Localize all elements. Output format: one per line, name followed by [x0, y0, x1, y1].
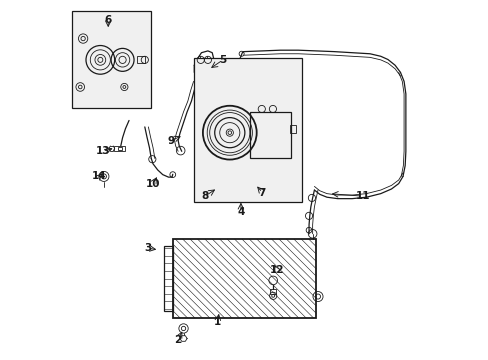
Bar — [250, 112, 291, 158]
Text: 4: 4 — [237, 207, 244, 217]
Text: 1: 1 — [214, 317, 221, 327]
Bar — [270, 289, 276, 294]
Bar — [194, 58, 301, 202]
Text: 12: 12 — [269, 265, 284, 275]
Bar — [163, 246, 172, 311]
Text: 3: 3 — [144, 243, 151, 253]
Text: 9: 9 — [167, 136, 174, 145]
Text: 14: 14 — [92, 171, 106, 181]
Bar — [172, 239, 316, 318]
Text: 6: 6 — [104, 15, 112, 26]
Text: 8: 8 — [201, 191, 208, 201]
Text: 2: 2 — [174, 334, 182, 345]
Bar — [289, 125, 296, 133]
Bar — [113, 146, 125, 151]
Bar — [118, 147, 122, 149]
Text: 10: 10 — [145, 179, 160, 189]
Text: 5: 5 — [219, 55, 226, 65]
Bar — [72, 12, 151, 108]
Bar — [137, 56, 144, 63]
Text: 7: 7 — [258, 188, 265, 198]
Text: 13: 13 — [95, 146, 110, 156]
Text: 11: 11 — [355, 191, 369, 201]
